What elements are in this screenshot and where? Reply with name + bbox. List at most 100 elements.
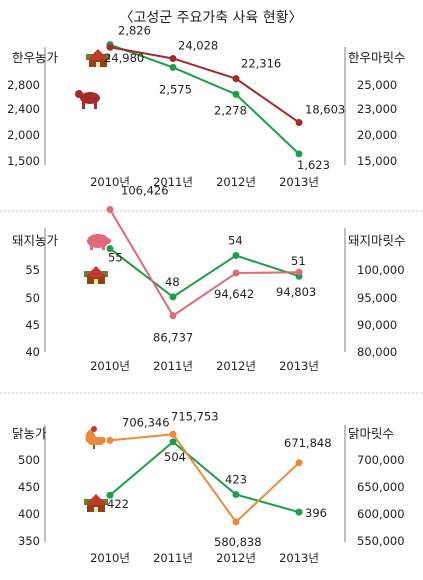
left-tick-label: 350 [18,534,40,548]
data-point [295,508,303,516]
farm-icon [84,494,108,512]
data-point [232,491,240,499]
right-tick-label: 700,000 [357,453,405,467]
right-tick-label: 25,000 [357,78,397,92]
data-point [295,150,303,158]
x-tick-label: 2013년 [279,359,319,373]
left-tick-label: 2,400 [7,102,40,116]
data-label: 94,642 [214,287,254,301]
right-axis-title: 돼지마릿수 [348,233,406,248]
right-tick-label: 15,000 [357,154,397,168]
x-tick-label: 2010년 [90,359,130,373]
data-point [106,436,114,444]
data-label: 22,316 [241,57,281,71]
x-tick-label: 2013년 [279,175,319,189]
farm-icon [86,49,110,67]
data-point [295,459,303,467]
right-tick-label: 100,000 [357,263,405,277]
series-line [109,433,300,524]
x-tick-label: 2010년 [90,551,130,565]
right-tick-label: 20,000 [357,128,397,142]
data-label: 86,737 [153,331,193,345]
x-tick-label: 2010년 [90,175,130,189]
data-point [106,206,114,214]
right-tick-label: 95,000 [357,291,397,305]
data-label: 1,623 [297,158,330,172]
data-label: 106,426 [121,184,169,198]
data-point [169,438,177,446]
x-tick-label: 2012년 [216,359,256,373]
right-tick-label: 550,000 [357,534,405,548]
data-label: 423 [225,473,247,487]
data-label: 55 [108,251,123,265]
data-point [232,75,240,83]
pig-icon [87,234,111,250]
data-point [169,54,177,62]
data-label: 706,346 [122,415,170,429]
left-tick-label: 55 [25,263,40,277]
data-label: 2,826 [118,24,151,38]
left-tick-label: 40 [25,345,40,359]
data-label: 671,848 [284,436,332,450]
left-tick-label: 450 [18,480,40,494]
right-tick-label: 90,000 [357,318,397,332]
cow-icon [75,90,100,109]
data-label: 715,753 [171,409,219,423]
data-label: 504 [164,450,186,464]
data-point [169,293,177,301]
data-label: 94,803 [276,285,316,299]
left-axis-title: 닭농가 [12,426,47,441]
right-tick-label: 80,000 [357,345,397,359]
left-tick-label: 500 [18,453,40,467]
x-tick-label: 2011년 [153,551,193,565]
x-tick-label: 2012년 [216,551,256,565]
data-point [169,430,177,438]
data-label: 580,838 [214,535,262,549]
data-point [295,118,303,126]
data-label: 24,028 [178,38,218,52]
data-label: 18,603 [305,102,345,116]
data-point [106,43,114,51]
right-axis-title: 한우마릿수 [348,50,406,65]
right-axis-title: 닭마릿수 [348,426,394,441]
left-tick-label: 1,500 [7,154,40,168]
farm-icon [84,266,108,284]
x-tick-label: 2013년 [279,551,319,565]
data-label: 2,575 [159,82,192,96]
left-axis-title: 돼지농가 [12,233,59,248]
data-point [295,268,303,276]
data-point [232,90,240,98]
data-label: 396 [305,506,327,520]
data-label: 2,278 [214,103,247,117]
series-line [109,247,300,299]
rooster-icon [85,426,106,449]
right-tick-label: 23,000 [357,102,397,116]
data-point [106,491,114,499]
right-tick-label: 650,000 [357,480,405,494]
left-tick-label: 400 [18,507,40,521]
data-label: 24,980 [104,51,144,65]
data-label: 54 [228,234,243,248]
series-line [109,440,300,514]
data-point [169,63,177,71]
left-axis-title: 한우농가 [12,50,59,65]
data-label: 51 [291,254,306,268]
page-title: 〈고성군 주요가축 사육 현황〉 [119,10,302,26]
data-point [232,269,240,277]
series-line [109,46,300,124]
right-tick-label: 600,000 [357,507,405,521]
data-point [169,312,177,320]
data-label: 48 [165,275,180,289]
left-tick-label: 50 [25,291,40,305]
series-line [109,209,300,318]
left-tick-label: 2,800 [7,78,40,92]
x-tick-label: 2012년 [216,175,256,189]
series-line [109,43,300,155]
left-tick-label: 45 [25,318,40,332]
data-point [232,252,240,260]
data-label: 422 [107,497,129,511]
left-tick-label: 2,000 [7,128,40,142]
data-point [106,245,114,253]
data-point [232,518,240,526]
